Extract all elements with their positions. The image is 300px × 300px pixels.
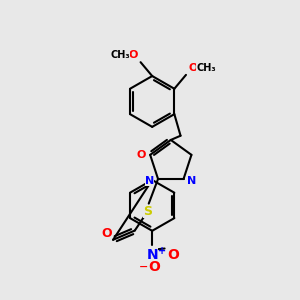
Text: N: N <box>146 248 158 262</box>
Text: O: O <box>136 150 146 160</box>
Text: O: O <box>188 63 198 73</box>
Text: +: + <box>158 246 166 256</box>
Text: −: − <box>139 262 148 272</box>
Text: O: O <box>168 248 180 262</box>
Text: O: O <box>129 50 138 60</box>
Text: CH₃: CH₃ <box>196 63 216 73</box>
Text: N: N <box>188 176 197 186</box>
Text: S: S <box>143 205 152 218</box>
Text: O: O <box>102 227 112 240</box>
Text: CH₃: CH₃ <box>110 50 130 60</box>
Text: N: N <box>145 176 154 186</box>
Text: O: O <box>148 260 160 274</box>
